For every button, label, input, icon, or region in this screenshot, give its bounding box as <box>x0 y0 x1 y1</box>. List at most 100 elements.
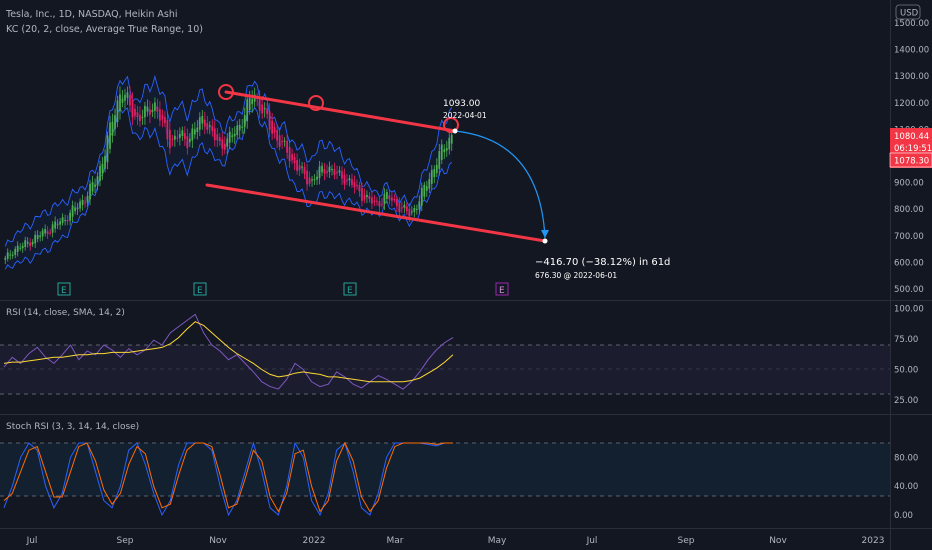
candle-body[interactable] <box>56 224 59 226</box>
candle-body[interactable] <box>16 245 19 252</box>
candle-body[interactable] <box>126 92 129 98</box>
candle-body[interactable] <box>161 114 164 120</box>
candle-body[interactable] <box>400 207 403 209</box>
candle-body[interactable] <box>111 121 114 136</box>
candle-body[interactable] <box>124 94 126 101</box>
candle-body[interactable] <box>74 207 76 212</box>
candle-body[interactable] <box>218 137 221 142</box>
projection-start-point[interactable] <box>452 128 458 134</box>
candle-body[interactable] <box>361 188 363 201</box>
candle-body[interactable] <box>418 201 421 210</box>
candle-body[interactable] <box>151 109 154 112</box>
candle-body[interactable] <box>236 125 239 136</box>
candle-body[interactable] <box>149 109 151 115</box>
candle-body[interactable] <box>61 217 64 224</box>
indicator-label-kc[interactable]: KC (20, 2, close, Average True Range, 10… <box>6 24 203 35</box>
candle-body[interactable] <box>281 141 284 143</box>
candle-body[interactable] <box>428 179 431 189</box>
candle-body[interactable] <box>156 106 159 112</box>
candle-body[interactable] <box>131 100 134 118</box>
candle-body[interactable] <box>328 166 331 173</box>
candle-body[interactable] <box>211 125 214 132</box>
candle-body[interactable] <box>356 184 358 186</box>
candle-body[interactable] <box>268 111 271 130</box>
candle-body[interactable] <box>415 208 418 211</box>
candle-body[interactable] <box>34 234 37 244</box>
candle-body[interactable] <box>171 138 174 141</box>
candle-body[interactable] <box>241 126 244 128</box>
candle-body[interactable] <box>91 182 94 192</box>
candle-body[interactable] <box>391 197 393 201</box>
candle-body[interactable] <box>178 133 181 138</box>
candle-body[interactable] <box>388 195 391 200</box>
candle-body[interactable] <box>136 112 139 118</box>
candle-body[interactable] <box>258 98 261 111</box>
candle-body[interactable] <box>169 129 171 149</box>
candle-body[interactable] <box>41 230 44 237</box>
candle-body[interactable] <box>159 109 161 121</box>
candle-body[interactable] <box>396 199 398 207</box>
candle-body[interactable] <box>116 100 119 122</box>
candle-body[interactable] <box>86 195 89 203</box>
candle-body[interactable] <box>76 207 79 210</box>
candle-body[interactable] <box>21 245 24 249</box>
candle-body[interactable] <box>316 176 318 180</box>
candle-body[interactable] <box>413 208 416 213</box>
candle-body[interactable] <box>448 137 451 150</box>
candle-body[interactable] <box>134 108 136 116</box>
top-circle-marker[interactable] <box>218 84 234 100</box>
candle-body[interactable] <box>226 138 229 147</box>
time-axis[interactable]: Jul Sep Nov 2022 Mar May Jul Sep Nov 2023 <box>26 536 885 546</box>
candle-body[interactable] <box>308 177 311 184</box>
candle-body[interactable] <box>445 147 448 151</box>
candle-body[interactable] <box>144 105 146 118</box>
candle-body[interactable] <box>31 241 34 245</box>
symbol-title[interactable]: Tesla, Inc., 1D, NASDAQ, Heikin Ashi <box>6 9 178 20</box>
candle-body[interactable] <box>146 106 149 112</box>
candle-body[interactable] <box>243 114 246 128</box>
candle-body[interactable] <box>261 104 264 114</box>
candle-body[interactable] <box>213 128 216 141</box>
candle-body[interactable] <box>323 169 326 174</box>
candle-body[interactable] <box>183 133 186 140</box>
candle-body[interactable] <box>405 206 408 212</box>
candle-body[interactable] <box>99 165 101 181</box>
candle-body[interactable] <box>186 136 189 149</box>
price-axis[interactable]: 500.00600.00700.00800.00900.001000.00110… <box>894 19 929 521</box>
candle-body[interactable] <box>338 170 341 173</box>
candle-body[interactable] <box>79 201 81 209</box>
candle-body[interactable] <box>306 170 308 185</box>
candle-body[interactable] <box>383 193 386 205</box>
candle-body[interactable] <box>278 135 281 147</box>
candle-body[interactable] <box>393 199 396 201</box>
candle-body[interactable] <box>69 212 71 221</box>
candle-body[interactable] <box>54 221 57 229</box>
candle-body[interactable] <box>9 254 12 256</box>
candle-body[interactable] <box>46 231 49 234</box>
candle-body[interactable] <box>39 235 42 238</box>
candle-body[interactable] <box>266 108 269 115</box>
channel-lower-line[interactable] <box>205 183 547 243</box>
projection-arc[interactable] <box>454 130 546 239</box>
candle-body[interactable] <box>293 157 296 164</box>
earnings-marker[interactable]: E <box>343 282 357 296</box>
candle-body[interactable] <box>89 183 91 200</box>
candle-body[interactable] <box>378 201 381 207</box>
candle-body[interactable] <box>288 146 291 162</box>
candle-body[interactable] <box>331 168 333 170</box>
candle-body[interactable] <box>286 140 288 153</box>
candle-body[interactable] <box>173 135 176 140</box>
candle-body[interactable] <box>66 220 69 222</box>
candle-body[interactable] <box>203 119 206 127</box>
earnings-marker-upcoming[interactable]: E <box>495 282 509 296</box>
stoch-pane-label[interactable]: Stoch RSI (3, 3, 14, 14, close) <box>6 422 139 432</box>
candle-body[interactable] <box>141 116 144 118</box>
candle-body[interactable] <box>251 99 254 105</box>
candle-body[interactable] <box>181 130 184 136</box>
candle-body[interactable] <box>228 131 231 143</box>
candle-body[interactable] <box>376 200 378 202</box>
candle-body[interactable] <box>326 171 328 173</box>
candle-body[interactable] <box>104 155 106 169</box>
candle-body[interactable] <box>271 120 274 134</box>
